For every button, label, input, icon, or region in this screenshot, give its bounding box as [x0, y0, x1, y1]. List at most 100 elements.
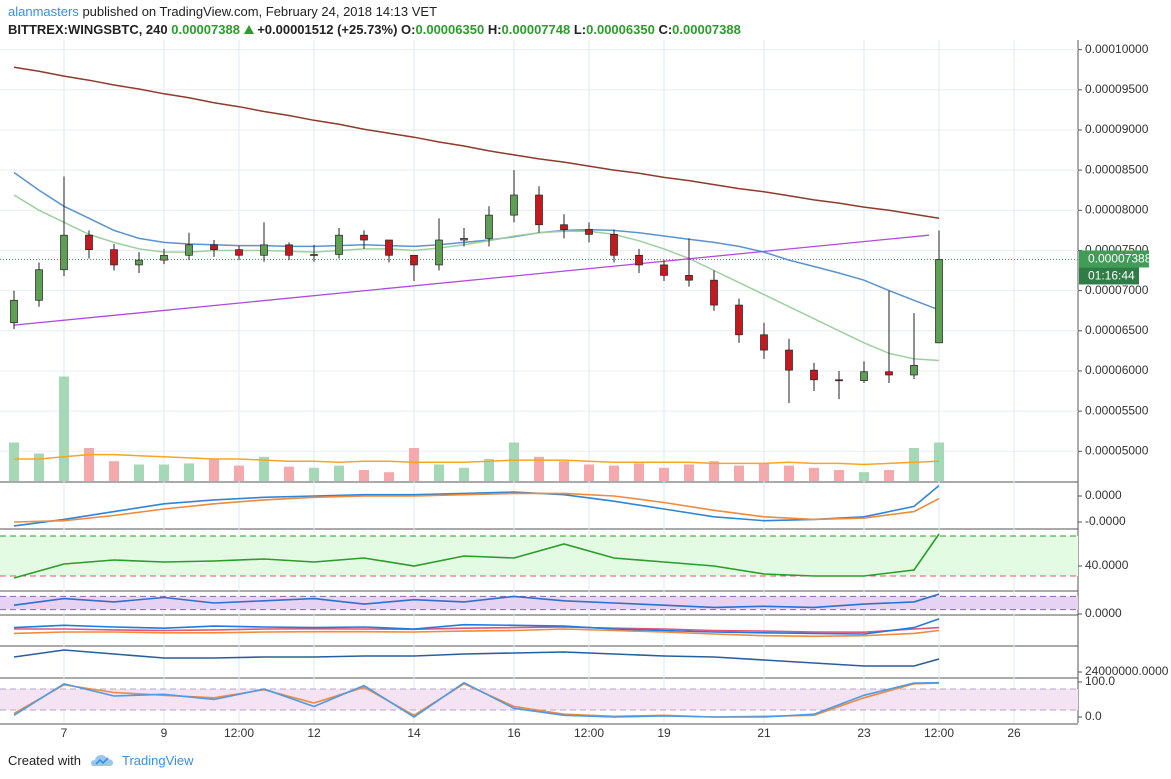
volume-bar	[234, 465, 244, 481]
x-tick-label: 23	[857, 726, 871, 740]
candle-body	[585, 229, 593, 235]
candle-body	[560, 224, 568, 230]
footer: Created with TradingView	[8, 753, 194, 768]
candle-body	[135, 259, 143, 266]
volume-bar	[709, 461, 719, 481]
symbol: BITTREX:WINGSBTC, 240	[8, 22, 168, 37]
candle-body	[510, 194, 518, 216]
logo	[90, 755, 113, 766]
last-price-box	[1079, 250, 1149, 268]
candle-body	[710, 279, 718, 306]
y-tick-label: 0.0000	[1085, 606, 1122, 620]
x-tick-label: 12:00	[574, 726, 604, 740]
x-tick-label: 21	[757, 726, 771, 740]
volume-bar	[559, 461, 569, 481]
candle-body	[35, 269, 43, 301]
y-tick-label: 0.00005000	[1085, 443, 1149, 457]
volume-bar	[659, 467, 669, 481]
brand[interactable]: TradingView	[122, 753, 194, 768]
last-price-label: 0.00007388	[1088, 252, 1152, 266]
volume-bar	[609, 465, 619, 481]
ohlc-value: 0.00006350	[415, 22, 485, 37]
candle-body	[460, 238, 468, 241]
moving-average	[13, 66, 940, 220]
volume-bar	[284, 466, 294, 481]
indicator-line	[13, 649, 940, 667]
candle-body	[210, 244, 218, 251]
y-tick-label: 100.0	[1085, 674, 1115, 688]
volume-bar	[534, 456, 544, 481]
ohlc-value: 0.00007388	[672, 22, 741, 37]
candle-body	[85, 234, 93, 251]
volume-bar	[259, 456, 269, 481]
indicator-line	[13, 681, 940, 718]
volume-bar	[834, 470, 844, 481]
y-tick-label: 40.0000	[1085, 558, 1129, 572]
x-tick-label: 19	[657, 726, 671, 740]
trendline	[13, 234, 930, 326]
indicator-line	[13, 593, 940, 609]
ohlc-l: L:0.00006350	[574, 22, 655, 37]
candle-body	[235, 249, 243, 256]
countdown: 01:16:44	[1088, 269, 1135, 283]
volume-bar	[84, 448, 94, 481]
ohlc-label: H:	[487, 22, 502, 37]
x-tick-label: 9	[161, 726, 168, 740]
change: +0.00001512 (+25.73%)	[257, 22, 398, 37]
volume-ma	[14, 453, 940, 466]
volume-bar	[459, 467, 469, 481]
y-tick-label: 24000000.0000	[1085, 664, 1169, 678]
volume-bar	[684, 464, 694, 481]
volume-bar	[859, 472, 869, 481]
volume-bar	[409, 448, 419, 481]
candle-body	[260, 244, 268, 256]
candle-body	[335, 234, 343, 255]
candle-body	[760, 334, 768, 351]
y-tick-label: 0.0	[1085, 709, 1102, 723]
candle-body	[185, 244, 193, 256]
ohlc-value: 0.00007748	[501, 22, 571, 37]
indicator-line	[13, 628, 940, 638]
author[interactable]: alanmasters	[8, 4, 79, 19]
last: 0.00007388	[171, 22, 240, 37]
x-tick-label: 26	[1007, 726, 1021, 740]
candle-body	[910, 364, 918, 376]
x-tick-label: 14	[407, 726, 421, 740]
indicator-line	[13, 492, 940, 523]
y-tick-label: 0.00007000	[1085, 283, 1149, 297]
x-tick-label: 16	[507, 726, 521, 740]
candle-body	[285, 244, 293, 256]
x-tick-label: 12:00	[224, 726, 254, 740]
volume-bar	[159, 464, 169, 481]
y-tick-label: 0.00010000	[1085, 42, 1149, 56]
candle-body	[10, 299, 18, 324]
x-tick-label: 7	[61, 726, 68, 740]
y-tick-label: 0.00005500	[1085, 403, 1149, 417]
y-tick-label: 0.00008000	[1085, 202, 1149, 216]
ohlc-o: O:0.00006350	[401, 22, 484, 37]
volume-bar	[784, 465, 794, 481]
published: published on TradingView.com, February 2…	[82, 4, 438, 19]
y-tick-label: 0.00006000	[1085, 363, 1149, 377]
candle-body	[860, 371, 868, 381]
publish-line: alanmasters published on TradingView.com…	[8, 4, 437, 19]
volume-bar	[359, 470, 369, 481]
x-tick-label: 12:00	[924, 726, 954, 740]
ohlc-value: 0.00006350	[586, 22, 655, 37]
candle-body	[60, 234, 68, 271]
volume-bar	[634, 463, 644, 481]
created-with: Created with	[8, 753, 81, 768]
y-tick-label: 0.00009500	[1085, 82, 1149, 96]
candle-body	[810, 369, 818, 381]
volume-bar	[759, 463, 769, 481]
moving-average	[13, 171, 940, 311]
candle-body	[385, 239, 393, 256]
y-tick-label: -0.0000	[1085, 514, 1126, 528]
volume-bar	[909, 448, 919, 481]
indicator-line	[13, 484, 940, 527]
candle-body	[685, 275, 693, 281]
y-tick-label: 0.0000	[1085, 488, 1122, 502]
volume-bar	[134, 464, 144, 481]
